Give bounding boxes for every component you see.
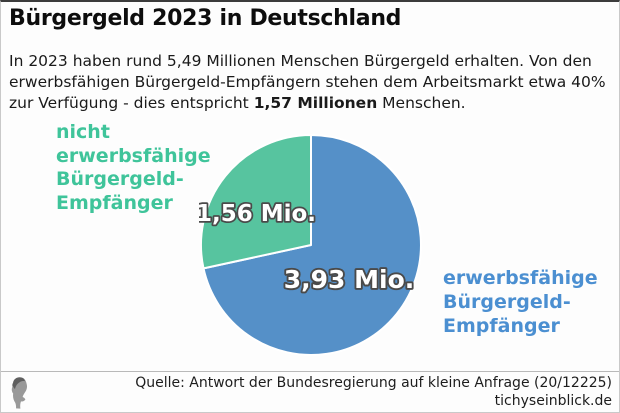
pie-value-label-green: 1,56 Mio. bbox=[199, 201, 316, 227]
subtitle-text: In 2023 haben rund 5,49 Millionen Mensch… bbox=[9, 51, 609, 114]
label-line: Empfänger bbox=[443, 315, 560, 337]
source-text: Quelle: Antwort der Bundesregierung auf … bbox=[135, 375, 612, 391]
pie-chart: 1,56 Mio. 3,93 Mio. bbox=[199, 134, 422, 356]
label-line: Empfänger bbox=[56, 191, 173, 214]
label-line: Bürgergeld- bbox=[56, 168, 184, 190]
pie-slice-erwerbsfaehige bbox=[202, 134, 422, 356]
pie-value-label-blue: 3,93 Mio. bbox=[284, 265, 415, 294]
label-erwerbsfaehige: erwerbsfähige Bürgergeld- Empfänger bbox=[443, 266, 598, 338]
classical-head-logo-icon bbox=[11, 377, 28, 409]
label-line: erwerbsfähige bbox=[56, 144, 211, 167]
footer-divider bbox=[1, 371, 619, 372]
page-title: Bürgergeld 2023 in Deutschland bbox=[9, 6, 402, 31]
subtitle-bold-value: 1,57 Millionen bbox=[253, 93, 378, 112]
label-line: Bürgergeld- bbox=[443, 291, 571, 313]
label-nicht-erwerbsfaehige: nicht erwerbsfähige Bürgergeld- Empfänge… bbox=[56, 121, 211, 215]
footer: Quelle: Antwort der Bundesregierung auf … bbox=[135, 375, 612, 410]
subtitle-segment-2: Menschen. bbox=[377, 93, 466, 112]
label-line: erwerbsfähige bbox=[443, 267, 598, 289]
site-name: tichyseinblick.de bbox=[494, 392, 612, 409]
subtitle-segment-1: In 2023 haben rund 5,49 Millionen Mensch… bbox=[9, 51, 606, 112]
pie-slice-nicht-erwerbsfaehige bbox=[200, 134, 312, 270]
label-line: nicht bbox=[56, 121, 110, 143]
